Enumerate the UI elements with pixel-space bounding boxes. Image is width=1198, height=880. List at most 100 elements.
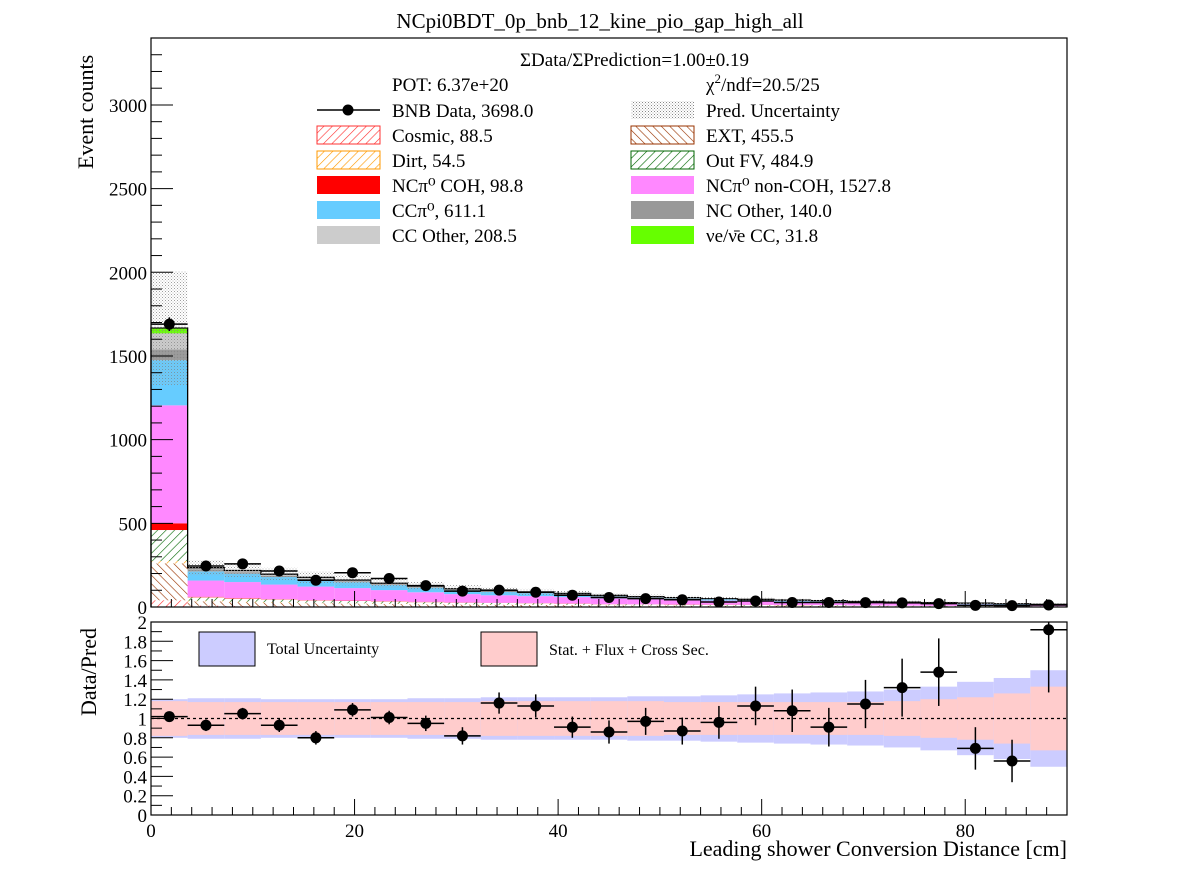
- legend-swatch-11: [631, 226, 694, 244]
- data-point-14: [677, 594, 688, 605]
- ratio-point-5: [347, 704, 358, 715]
- ratio-point-21: [933, 667, 944, 678]
- ratio-y-tick-label-6: 1.2: [123, 690, 147, 711]
- ratio-y-tick-label-7: 1.4: [123, 671, 147, 692]
- stack-bar-s2-b3: [261, 602, 298, 603]
- stack-bar-s3-b10: [517, 603, 554, 604]
- data-point-8: [457, 586, 468, 597]
- stack-bar-s3-b8: [444, 603, 481, 605]
- stack-bar-s3-b6: [371, 601, 408, 603]
- ratio-point-9: [494, 698, 505, 709]
- stack-bar-s1-b9: [481, 605, 518, 607]
- y-axis-title: Event counts: [73, 55, 98, 169]
- stacked-histogram: [151, 328, 1067, 607]
- stack-bar-s2-b4: [298, 603, 335, 604]
- stack-outline: [151, 328, 1067, 607]
- y-tick-label-6: 3000: [109, 96, 147, 117]
- ratio-y-tick-label-4: 0.8: [123, 729, 147, 750]
- ratio-y-axis-title: Data/Pred: [76, 628, 101, 716]
- data-point-11: [567, 590, 578, 601]
- stack-bar-s2-b1: [188, 601, 225, 602]
- legend-label-11: νe/ν̄e CC, 31.8: [706, 226, 818, 247]
- ratio-point-6: [384, 712, 395, 723]
- data-point-6: [384, 573, 395, 584]
- stack-bar-s2-b0: [151, 561, 188, 564]
- ratio-point-17: [787, 705, 798, 716]
- x-tick-label-2: 40: [549, 821, 568, 842]
- data-point-7: [420, 580, 431, 591]
- stack-bar-s3-b5: [334, 601, 371, 603]
- data-point-15: [713, 596, 724, 607]
- data-point-9: [494, 585, 505, 596]
- data-point-5: [347, 567, 358, 578]
- stack-bar-s3-b4: [298, 600, 335, 602]
- stack-bar-s1-b8: [444, 605, 481, 607]
- ratio-point-3: [274, 720, 285, 731]
- ratio-y-tick-label-5: 1: [138, 710, 148, 731]
- data-point-17: [787, 597, 798, 608]
- data-point-23: [1007, 600, 1018, 611]
- stack-bar-s0-b0: [151, 600, 188, 607]
- stack-bar-s3-b13: [627, 604, 664, 605]
- stack-bar-s3-b3: [261, 599, 298, 602]
- stack-bar-s5-b3: [261, 585, 298, 600]
- stack-bar-s2-b2: [224, 602, 261, 603]
- data-point-3: [274, 566, 285, 577]
- data-point-10: [530, 587, 541, 598]
- legend-label-7: NCπ⁰ non-COH, 1527.8: [706, 176, 891, 197]
- legend-data-marker: [343, 105, 354, 116]
- legend-label-9: NC Other, 140.0: [706, 201, 832, 222]
- ratio-point-8: [457, 730, 468, 741]
- data-points: [151, 317, 1067, 611]
- x-tick-label-0: 0: [146, 821, 156, 842]
- legend-swatch-2: [317, 126, 380, 144]
- pot-text: POT: 6.37e+20: [392, 75, 508, 96]
- stack-bar-s4-b1: [188, 597, 225, 598]
- ratio-point-13: [640, 716, 651, 727]
- stack-bar-s1-b0: [151, 563, 188, 600]
- stack-bar-s5-b1: [188, 581, 225, 597]
- x-tick-label-1: 20: [345, 821, 364, 842]
- ratio-point-2: [237, 708, 248, 719]
- ratio-point-0: [164, 711, 175, 722]
- ratio-point-1: [200, 720, 211, 731]
- data-point-12: [604, 592, 615, 603]
- stack-bar-s3-b9: [481, 603, 518, 605]
- ratio-point-24: [1043, 624, 1054, 635]
- ratio-y-tick-label-10: 2: [138, 613, 148, 634]
- data-point-4: [310, 575, 321, 586]
- main-frame: [151, 38, 1067, 607]
- ratio-point-15: [713, 717, 724, 728]
- legend-label-6: NCπ⁰ COH, 98.8: [392, 176, 523, 197]
- data-point-18: [823, 597, 834, 608]
- stack-bar-s5-b9: [481, 595, 518, 603]
- ratio-legend: Total Uncertainty Stat. + Flux + Cross S…: [199, 632, 709, 666]
- legend-swatch-9: [631, 201, 694, 219]
- stack-bar-s3-b2: [224, 599, 261, 602]
- ratio-point-11: [567, 722, 578, 733]
- ratio-point-18: [823, 722, 834, 733]
- data-point-2: [237, 558, 248, 569]
- total-uncertainty-label: Total Uncertainty: [267, 641, 379, 658]
- ratio-y-tick-label-9: 1.8: [123, 632, 147, 653]
- data-point-24: [1043, 599, 1054, 610]
- ratio-point-22: [970, 743, 981, 754]
- ratio-point-23: [1007, 755, 1018, 766]
- ratio-point-12: [604, 727, 615, 738]
- chart-title: NCpi0BDT_0p_bnb_12_kine_pio_gap_high_all: [396, 9, 803, 33]
- data-point-13: [640, 593, 651, 604]
- ratio-point-7: [420, 718, 431, 729]
- stack-bar-s3-b12: [591, 604, 628, 605]
- legend-swatch-3: [631, 126, 694, 144]
- prediction-uncertainty-band: [151, 271, 1067, 605]
- stack-bar-s4-b2: [224, 598, 261, 599]
- stack-bar-s2-b6: [371, 603, 408, 604]
- data-point-1: [200, 560, 211, 571]
- legend-label-2: Cosmic, 88.5: [392, 126, 493, 147]
- stack-bar-s3-b1: [188, 597, 225, 600]
- total-uncertainty-swatch: [199, 632, 255, 666]
- ratio-point-4: [310, 732, 321, 743]
- ratio-y-tick-label-8: 1.6: [123, 652, 147, 673]
- data-point-22: [970, 600, 981, 611]
